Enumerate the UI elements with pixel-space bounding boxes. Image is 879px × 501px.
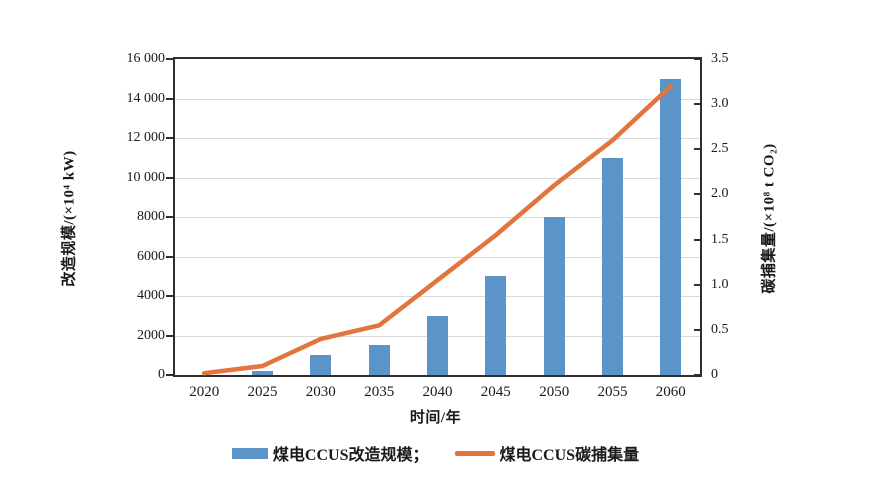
- x-tick-label: 2060: [655, 384, 686, 400]
- legend-line-label: 煤电CCUS碳捕集量: [499, 447, 640, 464]
- right-tick: [694, 283, 701, 286]
- left-tick: [166, 334, 175, 337]
- line-series: [201, 83, 674, 376]
- right-tick: [694, 328, 701, 331]
- bar-2055: [602, 157, 623, 375]
- bar-2060: [660, 78, 682, 375]
- left-tick-label: 10 000: [126, 169, 166, 185]
- left-tick-label: 0: [158, 367, 165, 382]
- right-tick-label: 3.0: [711, 96, 729, 112]
- x-axis-title: 时间/年: [409, 410, 462, 426]
- right-axis-title: 碳捕集量/(×10⁸ t CO₂): [761, 143, 778, 294]
- right-tick: [694, 58, 701, 60]
- bar-2040: [427, 315, 448, 375]
- right-tick-label: 3.5: [711, 51, 729, 66]
- right-tick: [694, 103, 701, 106]
- right-tick-label: 0.5: [711, 321, 729, 337]
- left-tick-label: 14 000: [126, 90, 166, 106]
- bar-2025: [252, 371, 273, 375]
- x-tick-label: 2055: [597, 384, 628, 400]
- x-tick-label: 2035: [364, 384, 395, 400]
- left-tick: [166, 58, 175, 60]
- left-tick-label: 16 000: [126, 51, 166, 66]
- x-tick-label: 2045: [480, 384, 511, 400]
- bar-2035: [368, 345, 390, 375]
- right-tick-label: 1.0: [711, 276, 729, 292]
- bar-2050: [543, 217, 565, 375]
- gridline: [175, 177, 700, 179]
- left-tick: [166, 255, 175, 258]
- right-tick: [694, 238, 701, 241]
- left-tick-label: 2000: [137, 327, 165, 343]
- right-tick-label: 2.0: [711, 186, 729, 202]
- left-tick-label: 12 000: [126, 130, 166, 145]
- gridline: [175, 296, 700, 297]
- left-tick-label: 8000: [137, 209, 165, 224]
- left-tick: [166, 216, 175, 218]
- right-tick-label: 1.5: [711, 231, 729, 247]
- x-tick-label: 2040: [422, 384, 453, 400]
- right-tick: [694, 193, 701, 196]
- right-tick: [694, 148, 701, 151]
- x-tick-label: 2050: [539, 384, 570, 400]
- gridline: [175, 256, 700, 258]
- legend: 煤电CCUS改造规模； 煤电CCUS碳捕集量: [173, 442, 698, 464]
- right-tick: [694, 374, 701, 376]
- left-tick: [166, 176, 175, 179]
- bar-swatch-icon: [231, 447, 268, 459]
- left-axis-title: 改造规模/(×10⁴ kW): [61, 150, 78, 287]
- left-tick: [166, 374, 175, 376]
- left-tick-label: 4000: [137, 288, 165, 303]
- gridline: [175, 138, 700, 139]
- legend-bar-label: 煤电CCUS改造规模；: [272, 447, 429, 464]
- right-tick-label: 0: [711, 367, 718, 382]
- bar-2030: [310, 355, 332, 375]
- gridline: [175, 98, 700, 100]
- legend-item-line: 煤电CCUS碳捕集量: [454, 441, 640, 465]
- right-tick-label: 2.5: [711, 141, 729, 157]
- left-tick: [166, 295, 175, 297]
- left-tick-label: 6000: [137, 248, 165, 264]
- legend-item-bar: 煤电CCUS改造规模；: [231, 441, 429, 465]
- x-tick-label: 2020: [189, 384, 220, 400]
- plot-area: [173, 57, 702, 377]
- line-swatch-icon: [454, 450, 495, 456]
- gridline: [175, 217, 700, 218]
- left-tick: [166, 97, 175, 100]
- x-tick-label: 2030: [305, 384, 336, 400]
- x-tick-label: 2025: [247, 384, 278, 400]
- line-series-layer: [201, 83, 674, 376]
- bar-2045: [485, 276, 507, 375]
- left-tick: [166, 137, 175, 139]
